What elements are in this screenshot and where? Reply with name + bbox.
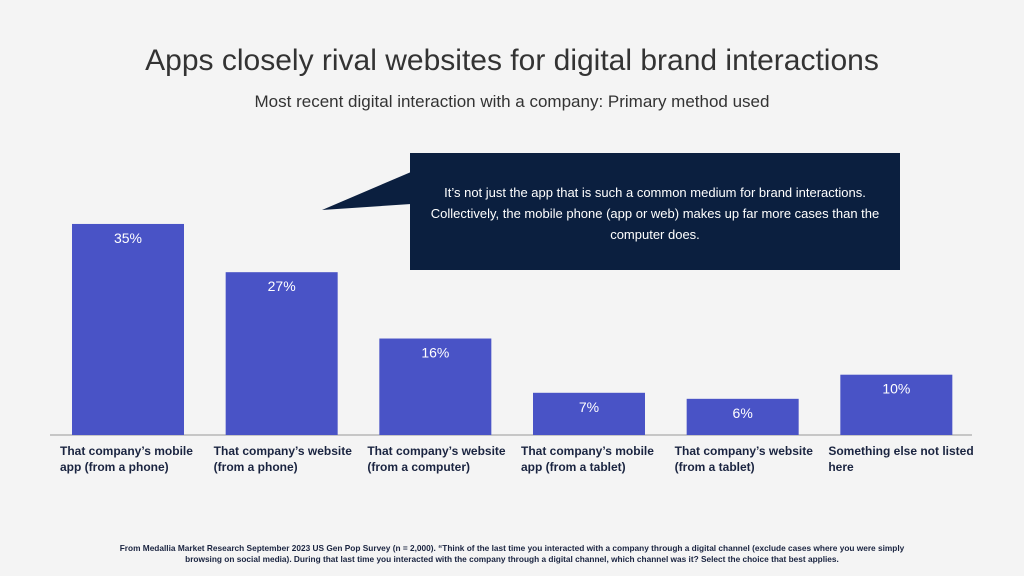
value-label: 7% [579, 399, 599, 415]
chart-subtitle: Most recent digital interaction with a c… [254, 92, 770, 111]
callout-box [410, 153, 900, 270]
annotation: It’s not just the app that is such a com… [430, 185, 880, 242]
x-tick-label: That company’s website (from a computer) [367, 444, 506, 474]
value-label: 27% [268, 278, 296, 294]
x-tick-label: That company’s website (from a phone) [213, 444, 352, 474]
x-tick-label: Something else not listed here [828, 444, 974, 474]
bar [72, 223, 184, 435]
bar [686, 398, 799, 435]
bar [533, 392, 645, 435]
footnote: From Medallia Market Research September … [119, 543, 905, 564]
bar [225, 272, 338, 435]
value-label: 10% [882, 381, 910, 397]
x-tick-label: That company’s mobile app (from a phone) [60, 444, 193, 474]
callout-pointer [322, 172, 411, 210]
value-label: 6% [733, 405, 753, 421]
chart-title: Apps closely rival websites for digital … [145, 44, 879, 77]
x-tick-label: That company’s website (from a tablet) [674, 444, 813, 474]
bar [379, 338, 492, 435]
bar [840, 374, 953, 435]
value-label: 35% [114, 230, 142, 246]
value-label: 16% [421, 345, 449, 361]
x-tick-label: That company’s mobile app (from a tablet… [521, 444, 654, 474]
